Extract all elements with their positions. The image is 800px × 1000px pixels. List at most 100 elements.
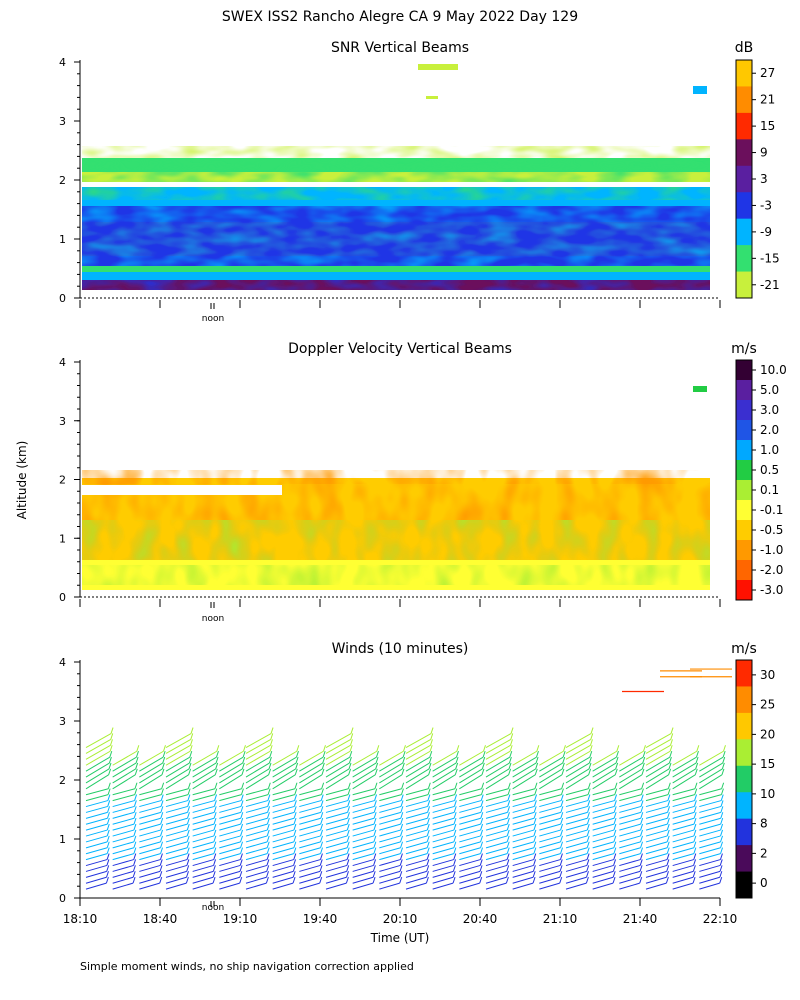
wind-barb-flag: [213, 853, 217, 860]
wind-barb-flag: [319, 859, 323, 866]
wind-barb: [112, 847, 135, 855]
wind-barb: [565, 756, 591, 772]
wind-barb: [405, 739, 431, 754]
wind-barb: [139, 859, 161, 867]
wind-barb-flag: [722, 756, 726, 764]
wind-barb: [459, 768, 483, 784]
wind-barb-flag: [212, 871, 216, 878]
altitude-axis-label: Altitude (km): [15, 441, 29, 520]
wind-barb: [325, 788, 349, 796]
wind-barb-flag: [400, 800, 404, 807]
wind-barb: [165, 864, 188, 872]
wind-barb: [619, 853, 641, 861]
wind-barb: [645, 733, 672, 748]
wind-barb-flag: [453, 812, 457, 819]
wind-barb: [619, 835, 641, 843]
wind-barb: [325, 774, 349, 790]
wind-barb-flag: [132, 865, 136, 872]
wind-barb-flag: [559, 876, 563, 884]
wind-barb: [379, 876, 400, 884]
wind-barb-flag: [133, 841, 137, 848]
wind-barb: [592, 774, 616, 790]
wind-barb: [245, 733, 272, 748]
wind-barb: [485, 768, 510, 784]
wind-barb: [432, 882, 454, 890]
wind-barb-flag: [239, 853, 243, 860]
wind-barb: [672, 847, 695, 855]
wind-barb: [352, 762, 377, 778]
wind-barb: [325, 870, 347, 878]
wind-barb-flag: [293, 847, 297, 854]
wind-barb-flag: [720, 841, 724, 848]
wind-barb-flag: [559, 853, 563, 860]
wind-barb-flag: [453, 823, 457, 831]
wind-barb: [699, 774, 723, 790]
wind-barb-flag: [293, 853, 297, 860]
wind-barb-flag: [266, 859, 270, 866]
wind-barb: [272, 762, 297, 778]
wind-barb-flag: [160, 841, 164, 848]
wind-barb-flag: [108, 762, 112, 770]
wind-barb-flag: [429, 750, 433, 758]
wind-barb-flag: [480, 806, 484, 813]
wind-barb-flag: [320, 817, 324, 825]
colorbar-label: 21: [760, 93, 775, 107]
wind-barb: [539, 847, 561, 855]
colorbar-swatch: [736, 86, 752, 114]
wind-barb: [112, 817, 135, 825]
wind-barb-flag: [615, 750, 619, 758]
colorbar-swatch: [736, 380, 752, 401]
wind-barb-flag: [239, 871, 243, 878]
wind-barb: [672, 829, 695, 837]
wind-barb-flag: [507, 800, 511, 807]
wind-barb-flag: [693, 835, 697, 843]
colorbar-swatch: [736, 845, 752, 873]
wind-barb-flag: [349, 745, 353, 752]
wind-barb-flag: [560, 847, 564, 854]
wind-barb: [192, 817, 215, 825]
wind-barb: [85, 805, 108, 813]
wind-barb-flag: [720, 817, 724, 825]
wind-barb-flag: [106, 823, 110, 831]
wind-barb: [699, 756, 724, 772]
wind-barb-flag: [456, 745, 460, 752]
wind-barb-flag: [694, 782, 698, 789]
wind-barb-flag: [107, 788, 111, 795]
wind-barb: [699, 805, 722, 813]
wind-barb-flag: [586, 835, 590, 843]
wind-barb: [112, 774, 136, 790]
wind-barb: [672, 750, 698, 766]
wind-barb-flag: [452, 876, 456, 884]
wind-barb-flag: [454, 768, 458, 776]
wind-barb: [459, 811, 482, 819]
wind-barb: [379, 835, 401, 843]
wind-barb: [299, 750, 324, 766]
wind-barb: [592, 811, 615, 819]
wind-barb-flag: [533, 806, 537, 813]
wind-barb-flag: [320, 835, 324, 843]
wind-barb-flag: [666, 841, 670, 848]
wind-barb-flag: [535, 750, 539, 758]
wind-barb-flag: [320, 812, 324, 819]
wind-barb-flag: [106, 841, 110, 848]
wind-barb-flag: [616, 745, 620, 752]
wind-barb-flag: [694, 768, 698, 776]
wind-barb-flag: [426, 841, 430, 848]
wind-barb-flag: [268, 756, 272, 764]
wind-barb: [139, 847, 161, 855]
snr-y-axis: 0 1 2 3 4: [59, 56, 80, 305]
wind-barb-flag: [720, 794, 724, 801]
wind-barb: [192, 811, 215, 819]
doppler-y-axis: 0 1 2 3 4: [59, 356, 80, 604]
wind-barb-flag: [132, 876, 136, 884]
wind-barb: [699, 841, 721, 849]
wind-barb: [699, 750, 724, 766]
wind-barb: [352, 794, 375, 802]
wind-barb-flag: [535, 756, 539, 764]
wind-barb: [325, 864, 348, 872]
wind-barb-flag: [106, 853, 110, 860]
wind-barb-flag: [505, 876, 509, 884]
snr-texture-top: [82, 146, 710, 158]
wind-barb: [432, 876, 454, 884]
wind-barb-flag: [507, 794, 511, 801]
